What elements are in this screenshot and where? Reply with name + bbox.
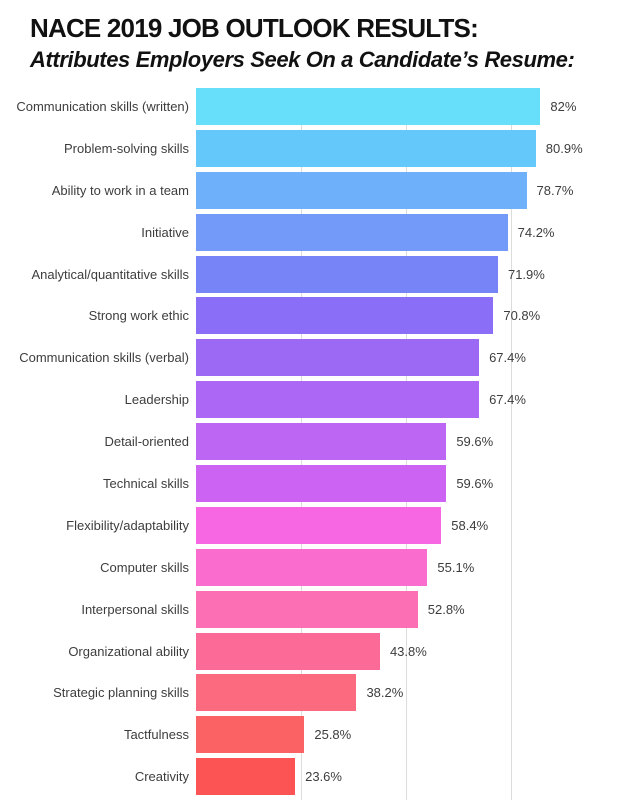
bar-track: 74.2% [196, 213, 618, 251]
chart-row: Creativity 23.6% [0, 758, 618, 800]
category-label: Organizational ability [68, 643, 189, 659]
category-label: Leadership [124, 392, 189, 408]
bar [196, 758, 296, 796]
category-label: Ability to work in a team [51, 182, 189, 198]
value-label: 59.6% [456, 434, 494, 450]
chart-row: Tactfulness 25.8% [0, 716, 618, 758]
bar [196, 88, 541, 125]
category-label: Initiative [141, 224, 189, 240]
value-label: 78.7% [536, 182, 574, 198]
value-label: 59.6% [456, 476, 494, 492]
chart-row: Leadership 67.4% [0, 381, 618, 423]
category-label: Strong work ethic [88, 308, 189, 324]
bar [196, 632, 380, 670]
chart-row: Flexibility/adaptability 58.4% [0, 506, 618, 549]
chart-row: Analytical/quantitative skills 71.9% [0, 255, 618, 298]
bar-track: 43.8% [196, 632, 618, 670]
category-label: Problem-solving skills [64, 140, 189, 156]
bar-track: 67.4% [196, 339, 618, 377]
chart-row: Problem-solving skills 80.9% [0, 129, 618, 172]
value-label: 25.8% [314, 727, 352, 743]
value-label: 67.4% [489, 392, 526, 408]
chart-row: Organizational ability 43.8% [0, 632, 618, 675]
bar [196, 548, 428, 586]
bar [196, 297, 494, 335]
bar-track: 38.2% [196, 674, 618, 712]
chart-row: Computer skills 55.1% [0, 548, 618, 591]
bar [196, 171, 527, 209]
bar [196, 674, 357, 712]
chart-row: Communication skills (written) 82% [0, 88, 618, 130]
category-label: Analytical/quantitative skills [31, 266, 189, 282]
value-label: 67.4% [489, 350, 526, 366]
category-label: Tactfulness [123, 727, 189, 743]
value-label: 74.2% [517, 224, 555, 240]
bar [196, 255, 498, 293]
bar [196, 129, 536, 167]
bar [196, 381, 480, 419]
chart-row: Ability to work in a team 78.7% [0, 171, 618, 214]
category-label: Flexibility/adaptability [66, 517, 189, 533]
category-label: Interpersonal skills [81, 601, 189, 617]
value-label: 52.8% [427, 601, 465, 617]
chart-row: Technical skills 59.6% [0, 465, 618, 507]
chart-row: Strategic planning skills 38.2% [0, 674, 618, 716]
bar-rows: Communication skills (written) 82% Problem… [0, 88, 618, 800]
chart-row: Communication skills (verbal) 67.4% [0, 339, 618, 381]
category-label: Technical skills [103, 476, 189, 492]
bar [196, 506, 442, 544]
chart-row: Interpersonal skills 52.8% [0, 590, 618, 633]
value-label: 55.1% [437, 559, 475, 575]
bar-track: 80.9% [196, 129, 618, 167]
chart-header: NACE 2019 JOB OUTLOOK RESULTS: Attribute… [0, 0, 618, 72]
bar-track: 59.6% [196, 465, 618, 503]
category-label: Computer skills [100, 559, 189, 575]
category-label: Detail-oriented [104, 434, 189, 450]
value-label: 23.6% [305, 769, 342, 785]
bar-track: 52.8% [196, 590, 618, 628]
bar-track: 23.6% [196, 758, 618, 796]
bar [196, 423, 447, 461]
bar-track: 59.6% [196, 423, 618, 461]
bar-track: 58.4% [196, 506, 618, 544]
value-label: 71.9% [507, 266, 545, 282]
bar-track: 71.9% [196, 255, 618, 293]
value-label: 80.9% [545, 140, 583, 156]
bar-chart: Communication skills (written) 82% Problem… [0, 88, 618, 800]
value-label: 43.8% [389, 643, 427, 659]
category-label: Creativity [134, 769, 189, 785]
value-label: 58.4% [451, 517, 489, 533]
chart-subtitle: Attributes Employers Seek On a Candidate… [30, 46, 575, 72]
bar [196, 716, 305, 754]
chart-row: Initiative 74.2% [0, 213, 618, 256]
category-label: Communication skills (verbal) [19, 350, 189, 366]
bar [196, 339, 480, 377]
bar [196, 465, 447, 503]
chart-row: Strong work ethic 70.8% [0, 297, 618, 339]
bar-track: 82% [196, 88, 618, 125]
bar [196, 213, 508, 251]
bar-track: 70.8% [196, 297, 618, 335]
value-label: 38.2% [366, 685, 404, 701]
chart-row: Detail-oriented 59.6% [0, 423, 618, 465]
value-label: 70.8% [503, 308, 541, 324]
gridline-75 [511, 88, 512, 800]
bar-track: 25.8% [196, 716, 618, 754]
bar-track: 78.7% [196, 171, 618, 209]
bar [196, 590, 418, 628]
chart-title: NACE 2019 JOB OUTLOOK RESULTS: [30, 13, 479, 43]
bar-track: 67.4% [196, 381, 618, 419]
category-label: Strategic planning skills [53, 685, 189, 701]
category-label: Communication skills (written) [16, 99, 189, 114]
bar-track: 55.1% [196, 548, 618, 586]
value-label: 82% [550, 99, 577, 114]
